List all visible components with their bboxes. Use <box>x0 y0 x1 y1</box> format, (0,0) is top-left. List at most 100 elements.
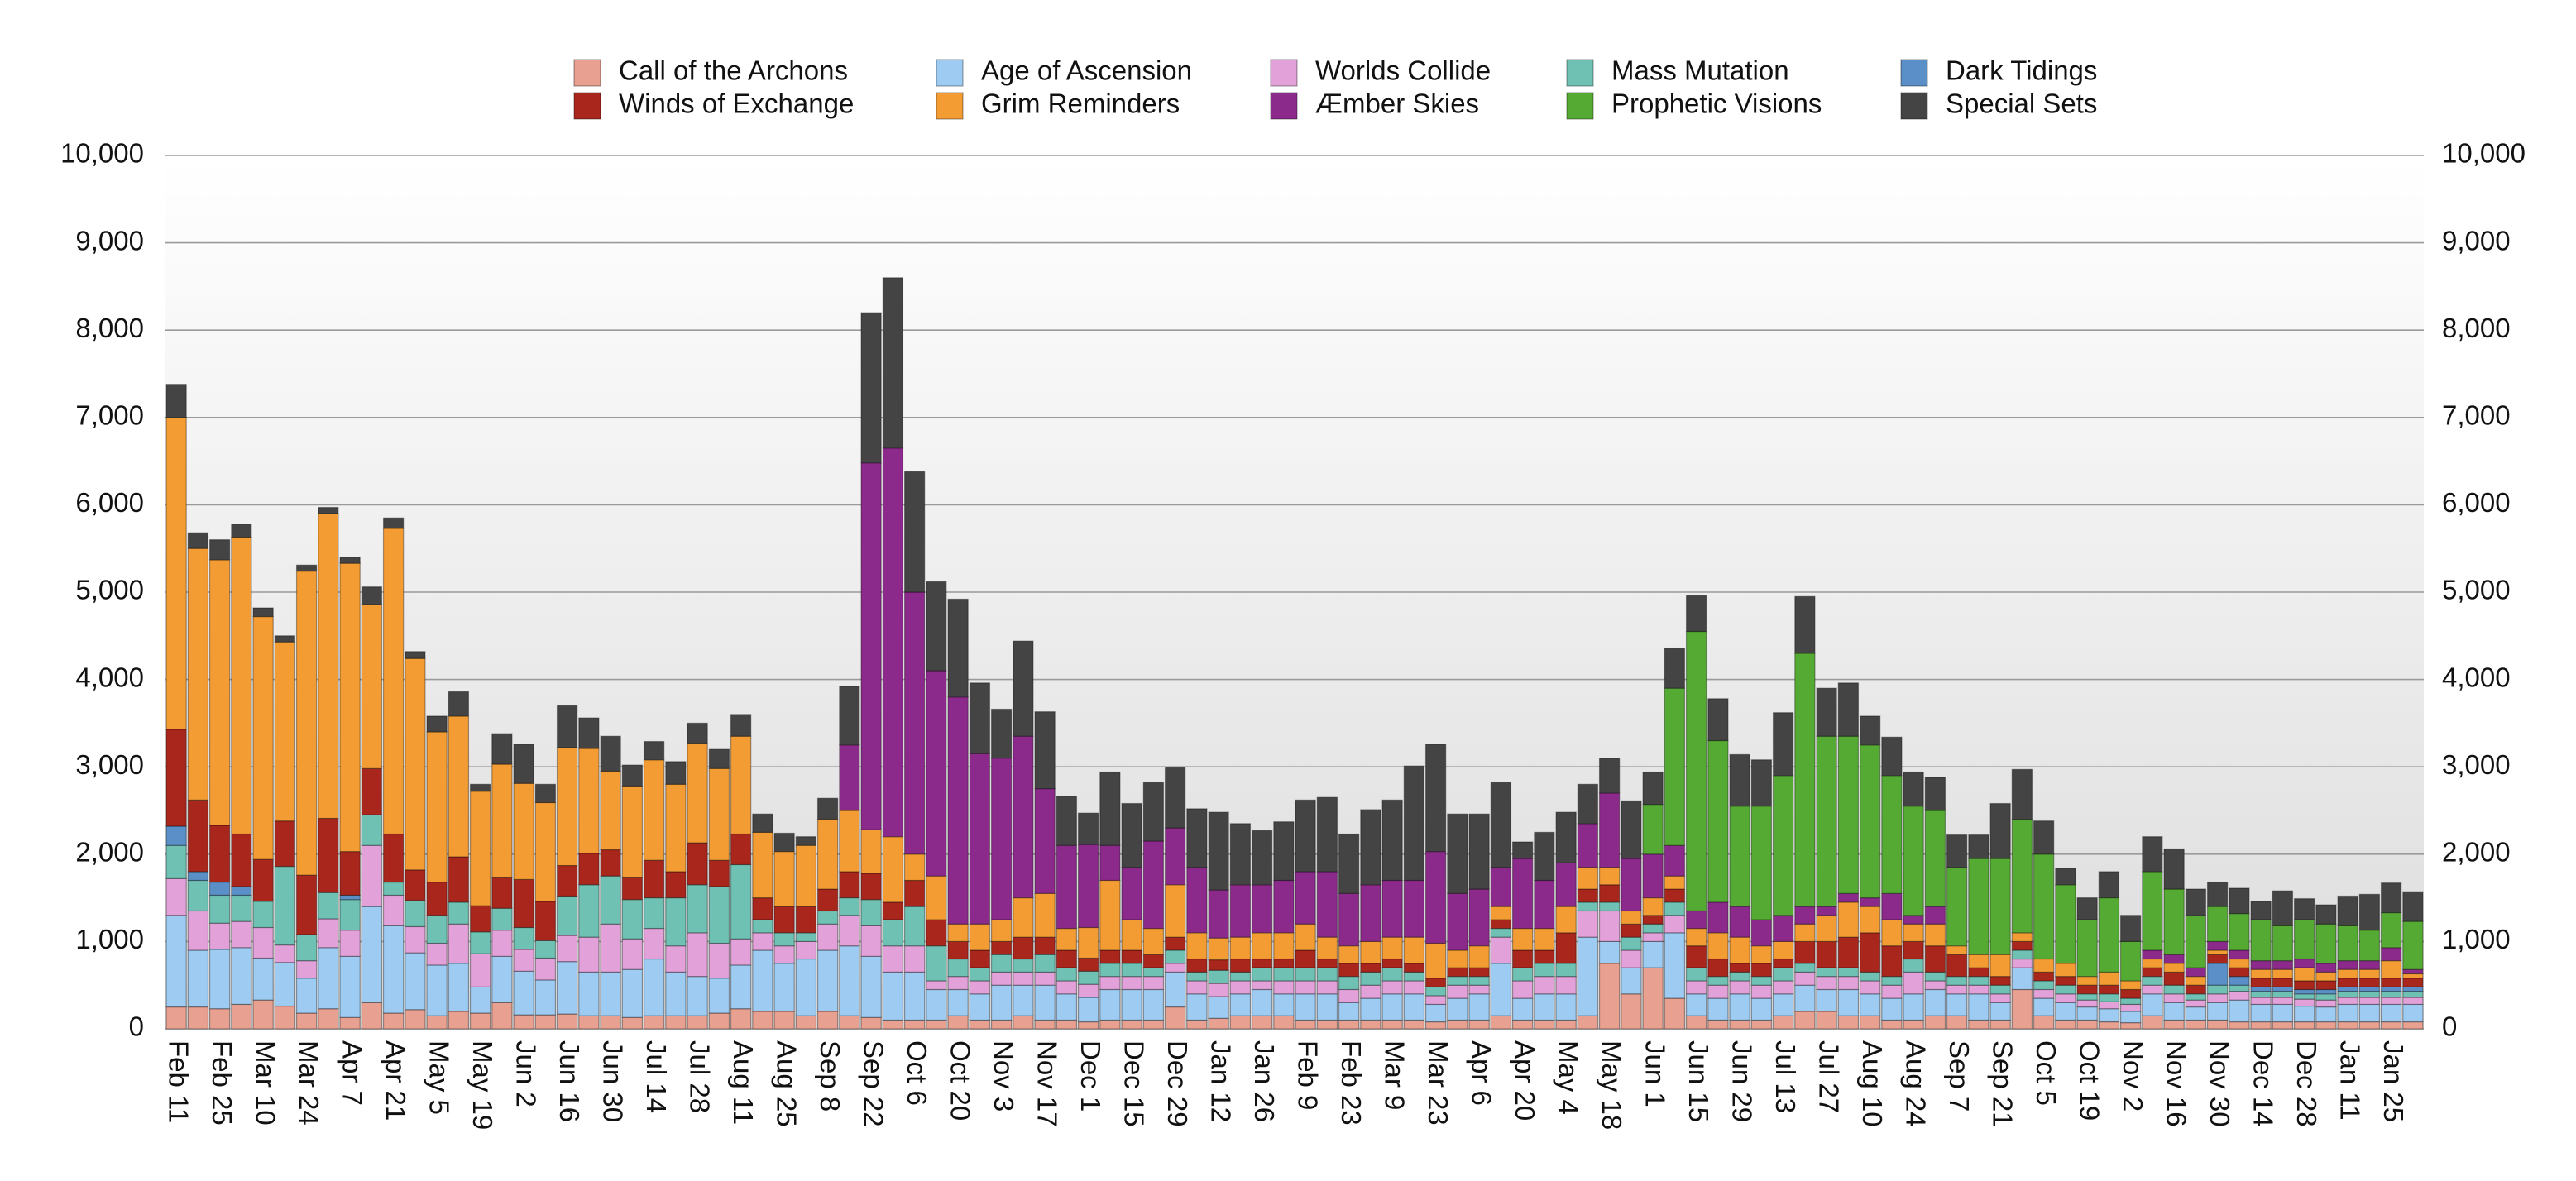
bar-segment <box>1859 906 1881 934</box>
bar-segment <box>556 864 578 897</box>
bar-segment <box>1772 980 1794 995</box>
x-tick-label: May 19 <box>467 1040 498 1130</box>
bar-segment <box>947 940 969 960</box>
bar-segment <box>730 1008 752 1030</box>
bar-segment <box>1164 827 1186 886</box>
bar-segment <box>187 547 209 801</box>
bar-segment <box>1360 884 1381 943</box>
bar-segment <box>1664 875 1686 890</box>
bar-segment <box>1642 853 1664 899</box>
legend-swatch <box>936 59 964 87</box>
bar-segment <box>1077 844 1099 929</box>
bar-segment <box>2402 1003 2424 1023</box>
bar-segment <box>2229 958 2250 968</box>
bar-segment <box>2337 1021 2358 1030</box>
bar-segment <box>665 1015 687 1030</box>
bar-segment <box>860 873 882 901</box>
legend: Call of the Archons Age of Ascension World… <box>573 55 2097 120</box>
bar-segment <box>1621 800 1642 859</box>
bar-segment <box>1121 919 1142 951</box>
bar-segment <box>1468 993 1490 1021</box>
bar-segment <box>2250 986 2272 992</box>
bar-segment <box>1946 993 1968 1016</box>
bar-segment <box>513 926 534 950</box>
bar-segment <box>2272 968 2294 979</box>
bar-segment <box>1729 980 1750 995</box>
bar-segment <box>2098 993 2120 1002</box>
bar-segment <box>1273 879 1295 934</box>
bar-segment <box>1034 936 1056 955</box>
bar-segment <box>1685 980 1707 995</box>
bar-segment <box>1621 993 1642 1030</box>
bar-segment <box>1881 775 1903 894</box>
bar-segment <box>1664 888 1686 903</box>
bar-segment <box>1034 984 1056 1021</box>
bar-segment <box>665 761 687 785</box>
bar-segment <box>882 1019 904 1030</box>
bar-segment <box>1403 936 1425 964</box>
x-tick-label: Oct 20 <box>945 1040 975 1121</box>
bar-segment <box>1229 1015 1252 1030</box>
bar-segment <box>1555 976 1577 995</box>
bar-segment <box>687 722 708 744</box>
bar-segment <box>2119 1022 2142 1030</box>
bar-segment <box>1381 958 1403 968</box>
bar-segment <box>903 906 926 947</box>
bar-segment <box>1577 936 1599 1016</box>
bar-segment <box>339 894 361 901</box>
bar-segment <box>252 858 274 902</box>
bar-segment <box>2272 997 2294 1006</box>
bar-segment <box>1273 958 1295 968</box>
bar-segment <box>1273 1015 1295 1030</box>
bar-segment <box>1273 821 1295 882</box>
legend-swatch <box>1900 92 1928 120</box>
bar-segment <box>2033 980 2055 991</box>
bar-segment <box>708 859 730 887</box>
bar-segment <box>990 971 1013 986</box>
bar-segment <box>773 945 795 964</box>
bar-segment <box>1208 959 1229 971</box>
bar-segment <box>448 1011 470 1030</box>
bar-segment <box>318 1008 339 1030</box>
bar-segment <box>1924 971 1946 982</box>
bar-segment <box>1555 932 1577 964</box>
bar-segment <box>860 462 882 830</box>
bar-segment <box>1989 1019 2011 1030</box>
bar-segment <box>708 978 730 1014</box>
bar-segment <box>1837 682 1860 737</box>
bar-segment <box>730 714 752 737</box>
bar-segment <box>1598 901 1621 912</box>
bar-segment <box>839 945 860 1016</box>
x-tick-label: Jul 27 <box>1813 1040 1844 1113</box>
y-tick-label: 6,000 <box>75 487 144 518</box>
bar-segment <box>2402 997 2424 1006</box>
x-tick-label: Jun 16 <box>554 1040 585 1122</box>
bar-segment <box>839 871 860 899</box>
x-tick-label: Jan 11 <box>2334 1040 2365 1121</box>
bar-segment <box>1555 906 1577 934</box>
x-tick-label: Feb 23 <box>1336 1040 1367 1126</box>
bar-segment <box>1229 823 1252 886</box>
bar-segment <box>1164 963 1186 973</box>
bar-segment <box>752 932 773 951</box>
x-tick-label: Jun 2 <box>510 1040 541 1107</box>
bar-segment <box>1142 988 1165 1021</box>
bar-segment <box>1381 993 1403 1021</box>
bar-segment <box>1360 971 1381 986</box>
bar-segment <box>1490 936 1512 964</box>
bar-segment <box>2098 871 2120 899</box>
bar-segment <box>1295 949 1316 968</box>
bar-segment <box>2380 960 2402 979</box>
bar-segment <box>2250 1021 2272 1030</box>
bar-segment <box>1685 595 1707 633</box>
bar-segment <box>1056 980 1078 995</box>
bar-segment <box>1381 799 1403 882</box>
bar-segment <box>513 782 534 881</box>
bar-segment <box>2380 1021 2402 1030</box>
bar-segment <box>1772 967 1794 982</box>
bar-segment <box>2098 984 2120 995</box>
bar-segment <box>1164 971 1186 1008</box>
bar-segment <box>2033 853 2055 960</box>
bar-segment <box>860 899 882 926</box>
bar-segment <box>274 865 296 946</box>
